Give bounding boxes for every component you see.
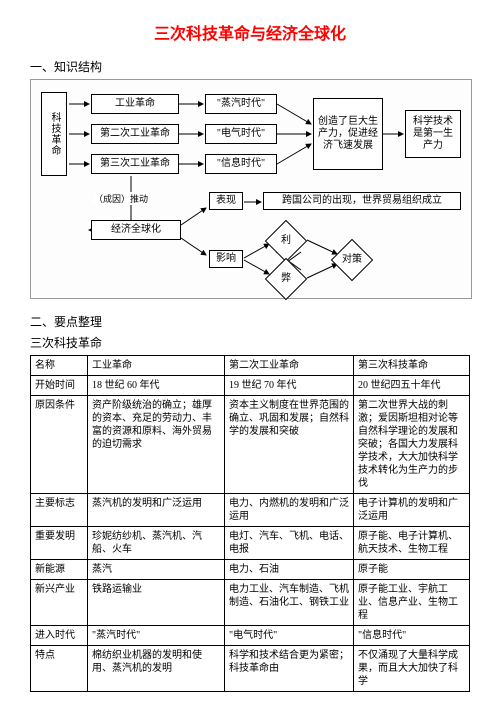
table-row: 特点棉纺织业机器的发明和使用、蒸汽机的发明科学和技术结合更为紧密；科技革命由不仅… bbox=[31, 646, 470, 692]
table-header-row: 名称 工业革命 第二次工业革命 第三次科技革命 bbox=[31, 356, 470, 376]
table-row: 进入时代"蒸汽时代""电气时代""信息时代" bbox=[31, 626, 470, 646]
node-electric-era: "电气时代" bbox=[205, 124, 277, 144]
node-tech-revolution: 科技革命 bbox=[41, 92, 67, 176]
table-row: 原因条件资产阶级统治的确立；雄厚的资本、充足的劳动力、丰富的资源和原料、海外贸易… bbox=[31, 396, 470, 494]
th-name: 名称 bbox=[31, 356, 88, 376]
diamond-strategy: 对策 bbox=[331, 239, 373, 281]
section-2-sub: 三次科技革命 bbox=[30, 334, 470, 351]
node-third-rev: 第三次工业革命 bbox=[91, 154, 179, 174]
page-title: 三次科技革命与经济全球化 bbox=[30, 20, 470, 44]
th-rev1: 工业革命 bbox=[88, 356, 225, 376]
label-cause-push: （成因）推动 bbox=[93, 192, 149, 205]
node-info-era: "信息时代" bbox=[205, 154, 277, 174]
node-industrial-rev: 工业革命 bbox=[91, 94, 179, 114]
node-globalization: 经济全球化 bbox=[91, 220, 181, 240]
table-row: 主要标志蒸汽机的发明和广泛运用电力、内燃机的发明和广泛运用电子计算机的发明和广泛… bbox=[31, 494, 470, 527]
diamond-harm: 弊 bbox=[265, 258, 307, 300]
th-rev3: 第三次科技革命 bbox=[354, 356, 470, 376]
node-influence: 影响 bbox=[209, 250, 243, 268]
table-row: 新能源蒸汽电力、石油原子能 bbox=[31, 560, 470, 580]
node-manifest: 表现 bbox=[209, 192, 243, 210]
table-row: 开始时间18 世纪 60 年代19 世纪 70 年代20 世纪四五十年代 bbox=[31, 376, 470, 396]
comparison-table: 名称 工业革命 第二次工业革命 第三次科技革命 开始时间18 世纪 60 年代1… bbox=[30, 355, 470, 692]
knowledge-structure-diagram: 科技革命 工业革命 第二次工业革命 第三次工业革命 "蒸汽时代" "电气时代" … bbox=[30, 79, 472, 299]
th-rev2: 第二次工业革命 bbox=[225, 356, 354, 376]
table-row: 重要发明珍妮纺纱机、蒸汽机、汽船、火车电灯、汽车、飞机、电话、电报原子能、电子计… bbox=[31, 527, 470, 560]
node-steam-era: "蒸汽时代" bbox=[205, 94, 277, 114]
node-science-first: 科学技术是第一生产力 bbox=[405, 110, 461, 158]
diamond-benefit: 利 bbox=[265, 220, 307, 262]
section-1-label: 一、知识结构 bbox=[30, 58, 470, 75]
node-productivity: 创造了巨大生产力，促进经济飞速发展 bbox=[313, 98, 383, 170]
node-multinational: 跨国公司的出现，世界贸易组织成立 bbox=[263, 192, 461, 210]
table-row: 新兴产业铁路运输业电力工业、汽车制造、飞机制造、石油化工、钢铁工业原子能工业、宇… bbox=[31, 580, 470, 626]
section-2-label: 二、要点整理 bbox=[30, 313, 470, 330]
node-second-rev: 第二次工业革命 bbox=[91, 124, 179, 144]
